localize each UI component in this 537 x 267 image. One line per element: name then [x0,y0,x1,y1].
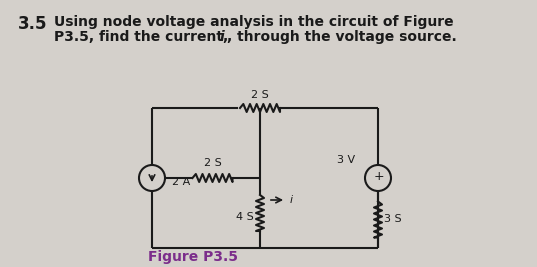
Text: i: i [290,195,293,205]
Text: Using node voltage analysis in the circuit of Figure: Using node voltage analysis in the circu… [54,15,454,29]
Text: 2 S: 2 S [204,158,221,168]
Text: 3.5: 3.5 [18,15,47,33]
Text: 3 S: 3 S [384,214,402,225]
Text: 2 A: 2 A [172,177,190,187]
Text: P3.5, find the current,: P3.5, find the current, [54,30,233,44]
Text: +: + [374,170,384,183]
Text: 2 S: 2 S [251,90,269,100]
Text: 3 V: 3 V [337,155,355,165]
Text: Figure P3.5: Figure P3.5 [148,250,238,264]
Text: i: i [220,30,225,44]
Text: , through the voltage source.: , through the voltage source. [227,30,457,44]
Text: 4 S: 4 S [236,212,254,222]
